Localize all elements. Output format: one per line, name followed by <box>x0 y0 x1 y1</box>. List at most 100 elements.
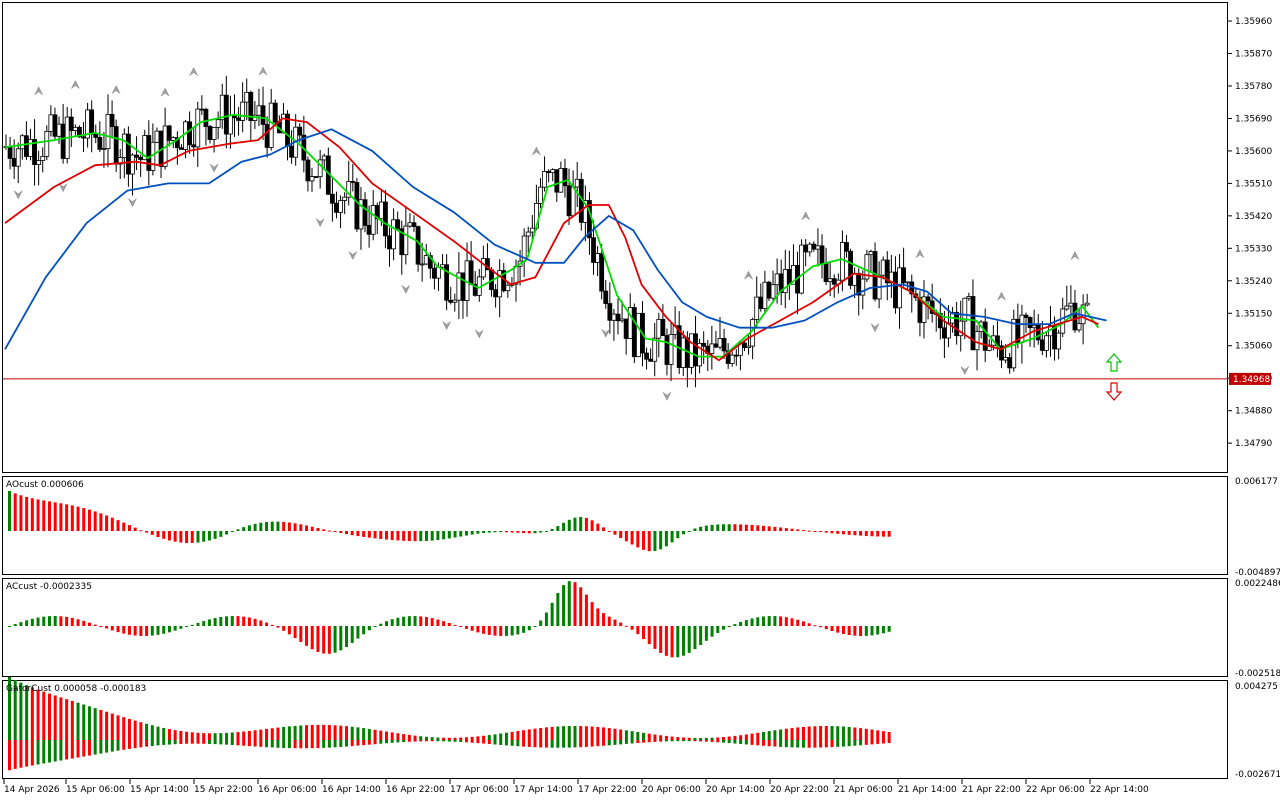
ao-histogram-bar <box>225 531 229 535</box>
time-tick-label: 20 Apr 06:00 <box>642 785 701 795</box>
gator-upper-bar <box>225 732 229 740</box>
candle-body <box>191 144 197 148</box>
candle-body <box>925 296 931 302</box>
gator-lower-bar <box>185 740 189 744</box>
ac-histogram-bar <box>853 626 857 636</box>
ao-histogram-bar <box>819 531 823 533</box>
ac-histogram-bar <box>630 626 634 630</box>
gator-upper-bar <box>8 677 11 740</box>
gator-upper-bar <box>373 729 377 740</box>
ac-histogram-bar <box>442 621 446 626</box>
candle-body <box>268 102 274 148</box>
gator-upper-bar <box>413 735 417 740</box>
gator-lower-bar <box>316 740 320 749</box>
candle-body <box>868 251 874 256</box>
ac-histogram-bar <box>299 626 303 642</box>
candle-body <box>574 178 580 188</box>
gator-upper-bar <box>470 736 474 740</box>
candle-body <box>403 225 409 256</box>
ao-histogram-bar <box>270 521 274 531</box>
gator-lower-bar <box>76 740 80 758</box>
gator-lower-bar <box>727 740 731 744</box>
gator-lower-bar <box>333 740 337 748</box>
gator-upper-bar <box>87 706 91 740</box>
gator-lower-bar <box>25 740 29 767</box>
gator-upper-bar <box>516 731 520 740</box>
gator-lower-bar <box>430 740 434 742</box>
gator-lower-bar <box>779 740 783 747</box>
candle-body <box>134 154 139 158</box>
candle-body <box>529 227 535 233</box>
fractal-up-marker <box>997 291 1006 301</box>
price-tick-label: 1.35420 <box>1235 212 1272 222</box>
ac-histogram-bar <box>659 626 663 653</box>
ao-histogram-bar <box>510 531 514 533</box>
gator-lower-bar <box>270 740 274 748</box>
gator-upper-bar <box>796 727 800 740</box>
candle-body <box>1003 357 1008 361</box>
gator-lower-bar <box>859 740 863 746</box>
ao-histogram-bar <box>739 524 743 531</box>
gator-upper-bar <box>807 726 811 740</box>
candle-body <box>407 222 413 227</box>
gator-upper-bar <box>339 725 343 740</box>
gator-lower-bar <box>213 740 217 745</box>
candle-body <box>1072 302 1078 331</box>
candle-body <box>701 343 707 347</box>
candle-body <box>19 135 25 150</box>
ao-histogram-bar <box>287 522 291 531</box>
time-axis: 14 Apr 2026 15 Apr 06:00 15 Apr 14:00 15 Ap… <box>3 779 1149 795</box>
ao-histogram-bar <box>139 530 143 532</box>
gator-upper-bar <box>510 731 514 740</box>
ao-histogram-bar <box>453 531 457 538</box>
ac-histogram-bar <box>436 619 440 626</box>
ac-histogram-bar <box>687 626 691 653</box>
ao-histogram-bar <box>42 500 46 531</box>
candle-body <box>607 303 613 321</box>
ao-histogram-bar <box>322 529 326 531</box>
gator-upper-bar <box>504 732 508 740</box>
gator-upper-bar <box>305 725 309 740</box>
gator-upper-bar <box>881 731 885 740</box>
price-level-box <box>1229 372 1271 385</box>
ac-histogram-bar <box>819 626 823 628</box>
gator-lower-bar <box>70 740 74 759</box>
ac-histogram-bar <box>624 625 628 627</box>
candle-body <box>195 108 201 148</box>
ac-histogram-bar <box>567 581 571 626</box>
ac-histogram-bar <box>265 622 269 626</box>
gator-lower-bar <box>624 740 628 744</box>
time-tick-label: 22 Apr 14:00 <box>1090 785 1149 795</box>
gator-upper-bar <box>299 725 303 740</box>
gator-upper-bar <box>70 700 74 740</box>
ao-histogram-bar <box>259 522 263 531</box>
gator-upper-bar <box>327 725 331 740</box>
ao-histogram-bar <box>790 528 794 531</box>
candle-body <box>179 147 184 150</box>
gator-upper-bar <box>801 726 805 740</box>
gator-lower-bar <box>642 740 646 743</box>
gator-upper-bar <box>185 731 189 740</box>
ac-histogram-bar <box>761 616 765 626</box>
ao-histogram-bar <box>190 531 194 543</box>
ac-histogram-bar <box>19 622 23 626</box>
gator-upper-bar <box>847 726 851 740</box>
ac-histogram-bar <box>733 624 737 626</box>
gator-upper-bar <box>670 736 674 740</box>
candle-body <box>648 358 654 362</box>
candle-body <box>97 137 103 150</box>
gator-upper-bar <box>887 732 891 740</box>
gator-upper-bar <box>476 736 480 740</box>
gator-upper-bar <box>310 724 314 740</box>
gator-lower-bar <box>156 740 160 746</box>
candle-body <box>999 345 1004 361</box>
gator-upper-bar <box>173 730 177 740</box>
candle-body <box>819 245 825 265</box>
gator-lower-bar <box>87 740 91 756</box>
gator-lower-bar <box>773 740 777 747</box>
ao-histogram-bar <box>356 531 360 537</box>
gator-lower-bar <box>447 740 451 742</box>
gator-upper-bar <box>464 737 468 740</box>
